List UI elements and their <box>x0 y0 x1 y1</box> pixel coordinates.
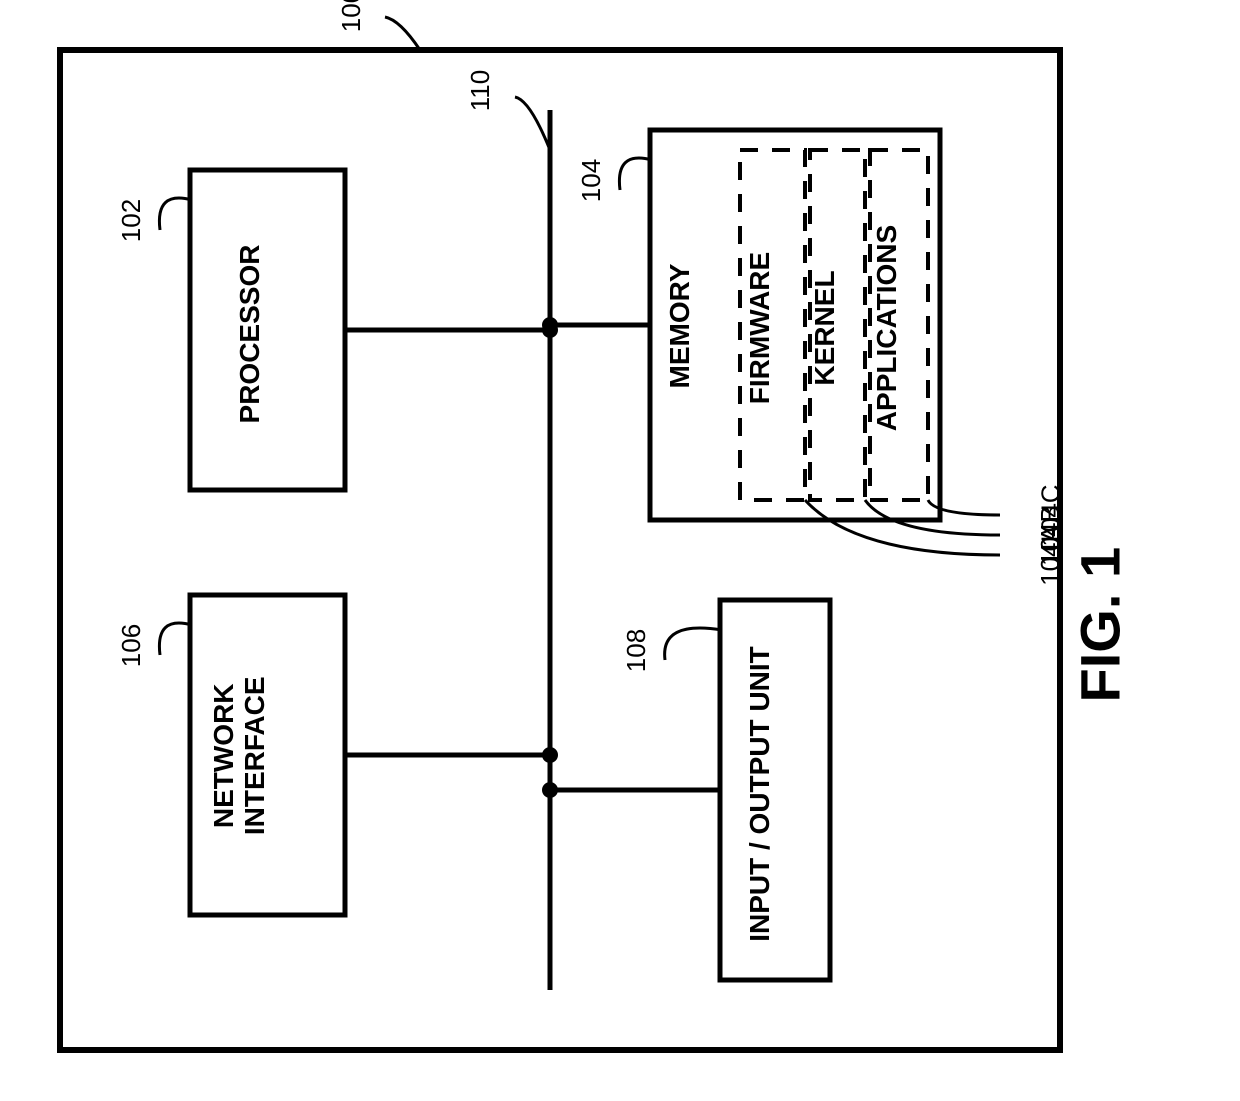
ref-memory: 104 <box>576 159 607 202</box>
label-processor: PROCESSOR <box>234 174 266 494</box>
ref-bus: 110 <box>465 70 496 111</box>
label-network-text: NETWORKINTERFACE <box>208 676 270 835</box>
label-kernel: KERNEL <box>809 158 841 498</box>
ref-processor: 102 <box>116 199 147 242</box>
label-network: NETWORKINTERFACE <box>209 596 271 916</box>
ref-mem-c: 104C <box>1036 484 1067 546</box>
ref-outer: 100 <box>336 0 367 32</box>
label-firmware: FIRMWARE <box>744 158 776 498</box>
figure-caption: FIG. 1 <box>1068 403 1133 703</box>
label-memory: MEMORY <box>664 136 696 516</box>
label-io: INPUT / OUTPUT UNIT <box>744 604 776 984</box>
label-applications: APPLICATIONS <box>871 158 903 498</box>
diagram-stage: FIG. 1 100 110 102 106 104 108 104A 104B… <box>0 0 1240 1101</box>
ref-network: 106 <box>116 624 147 667</box>
ref-io: 108 <box>621 629 652 672</box>
